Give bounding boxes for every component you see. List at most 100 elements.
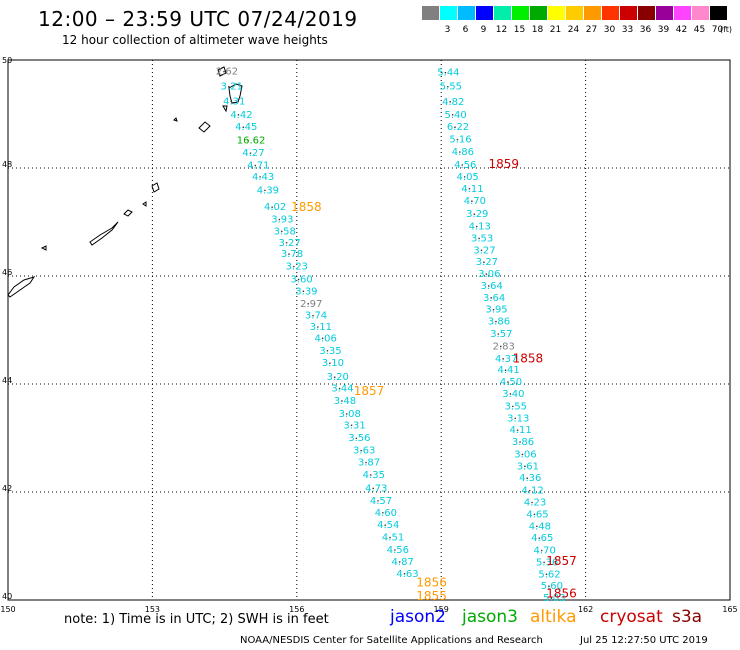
coastline-outline (151, 182, 160, 193)
track-dot (528, 489, 531, 492)
legend-swatch (692, 6, 709, 20)
satellite-jason3-label: jason3 (462, 607, 518, 627)
track-dot (451, 113, 454, 116)
wave-height-value: 3.06 (514, 449, 536, 460)
legend-swatch (440, 6, 457, 20)
wave-height-value: 4.31 (223, 96, 245, 107)
pass-number-label: 1856 (546, 586, 577, 600)
track-dot (278, 218, 281, 221)
track-dot (524, 465, 526, 468)
wave-height-value: 4.57 (370, 496, 392, 507)
track-dot (463, 176, 466, 178)
wave-height-value: 4.70 (534, 546, 556, 557)
longitude-tick-label: 153 (145, 605, 160, 614)
satellite-jason2-label: jason2 (390, 607, 446, 627)
wave-height-value: 3.64 (481, 281, 503, 292)
pass-number-label: 1856 (416, 576, 447, 590)
wave-height-value: 3.27 (278, 238, 300, 249)
latitude-tick-label: 50 (2, 56, 12, 65)
track-dot (504, 369, 507, 372)
track-dot (540, 549, 543, 552)
track-dot (264, 189, 266, 192)
coastline-outline (142, 201, 147, 207)
track-dot (230, 100, 233, 103)
track-dot (223, 70, 225, 73)
track-dot (487, 285, 490, 287)
wave-height-value: 3.35 (319, 346, 341, 357)
footer-timestamp: Jul 25 12:27:50 UTC 2019 (580, 635, 708, 646)
longitude-tick-label: 162 (578, 605, 593, 614)
legend-swatch (566, 6, 583, 20)
track-dot (499, 345, 502, 348)
wave-height-value: 4.39 (257, 185, 279, 196)
legend-swatch (458, 6, 475, 20)
track-dot (398, 561, 401, 563)
wave-height-value: 3.86 (512, 437, 534, 448)
track-dot (338, 387, 341, 390)
wave-height-value: 4.11 (509, 425, 531, 436)
wave-height-value: 5.16 (449, 135, 471, 146)
wave-height-value: 4.45 (235, 122, 257, 133)
track-dot (485, 273, 488, 275)
track-dot (389, 536, 391, 539)
track-dot (302, 290, 305, 293)
longitude-tick-label: 150 (0, 605, 15, 614)
wave-height-value: 4.37 (495, 354, 517, 365)
wave-height-value: 3.11 (310, 322, 332, 333)
pass-number-label: 1858 (291, 200, 322, 214)
track-dot (285, 241, 288, 244)
wave-height-value: 2.62 (216, 67, 238, 78)
track-dot (350, 424, 353, 427)
pass-number-label: 1857 (546, 554, 577, 568)
track-dot (254, 164, 257, 167)
coastline-outline (222, 105, 228, 113)
track-dot (297, 278, 300, 281)
track-dot (382, 511, 384, 514)
wave-height-value: 3.44 (331, 384, 353, 395)
wave-height-value: 4.56 (454, 160, 476, 171)
wave-height-value: 4.65 (531, 533, 553, 544)
legend-label: 27 (585, 25, 598, 35)
track-dot (293, 265, 295, 268)
wave-height-value: 4.23 (524, 498, 546, 509)
legend-swatch (602, 6, 619, 20)
track-dot (249, 152, 252, 154)
track-dot (259, 176, 261, 178)
track-dot (526, 477, 529, 480)
legend-label: 3 (444, 25, 451, 35)
track-dot (459, 151, 461, 153)
track-dot (370, 474, 372, 476)
track-dot (536, 525, 538, 528)
wave-height-value: 5.44 (437, 68, 459, 79)
track-dot (483, 261, 485, 264)
longitude-tick-label: 159 (434, 605, 449, 614)
wave-height-value: 3.29 (466, 209, 488, 220)
wave-height-value: 4.13 (469, 222, 491, 233)
coastline-outline (173, 117, 178, 122)
track-dot (502, 358, 504, 360)
wave-height-value: 4.35 (363, 470, 385, 481)
legend-swatch (512, 6, 529, 20)
legend-swatch (638, 6, 655, 20)
track-dot (514, 417, 517, 420)
legend-label: 33 (621, 25, 634, 35)
wave-height-value: 4.12 (522, 486, 544, 497)
wave-height-value: 3.87 (358, 458, 380, 469)
satellite-altika-label: altika (530, 607, 577, 627)
wave-height-value: 4.56 (387, 545, 409, 556)
coastline-outline (40, 245, 47, 251)
footer-credit: NOAA/NESDIS Center for Satellite Applica… (240, 635, 543, 646)
track-dot (468, 187, 471, 190)
coastline-outline (123, 209, 133, 217)
wave-height-value: 4.02 (264, 202, 286, 213)
track-dot (280, 230, 283, 233)
wave-height-value: 2.83 (493, 341, 515, 352)
wave-height-value: 5.55 (440, 82, 462, 93)
pass-number-label: 1855 (416, 589, 447, 603)
track-dot (449, 101, 452, 103)
track-dot (473, 213, 476, 215)
coastline-outline (228, 83, 243, 104)
wave-height-value: 3.86 (488, 317, 510, 328)
